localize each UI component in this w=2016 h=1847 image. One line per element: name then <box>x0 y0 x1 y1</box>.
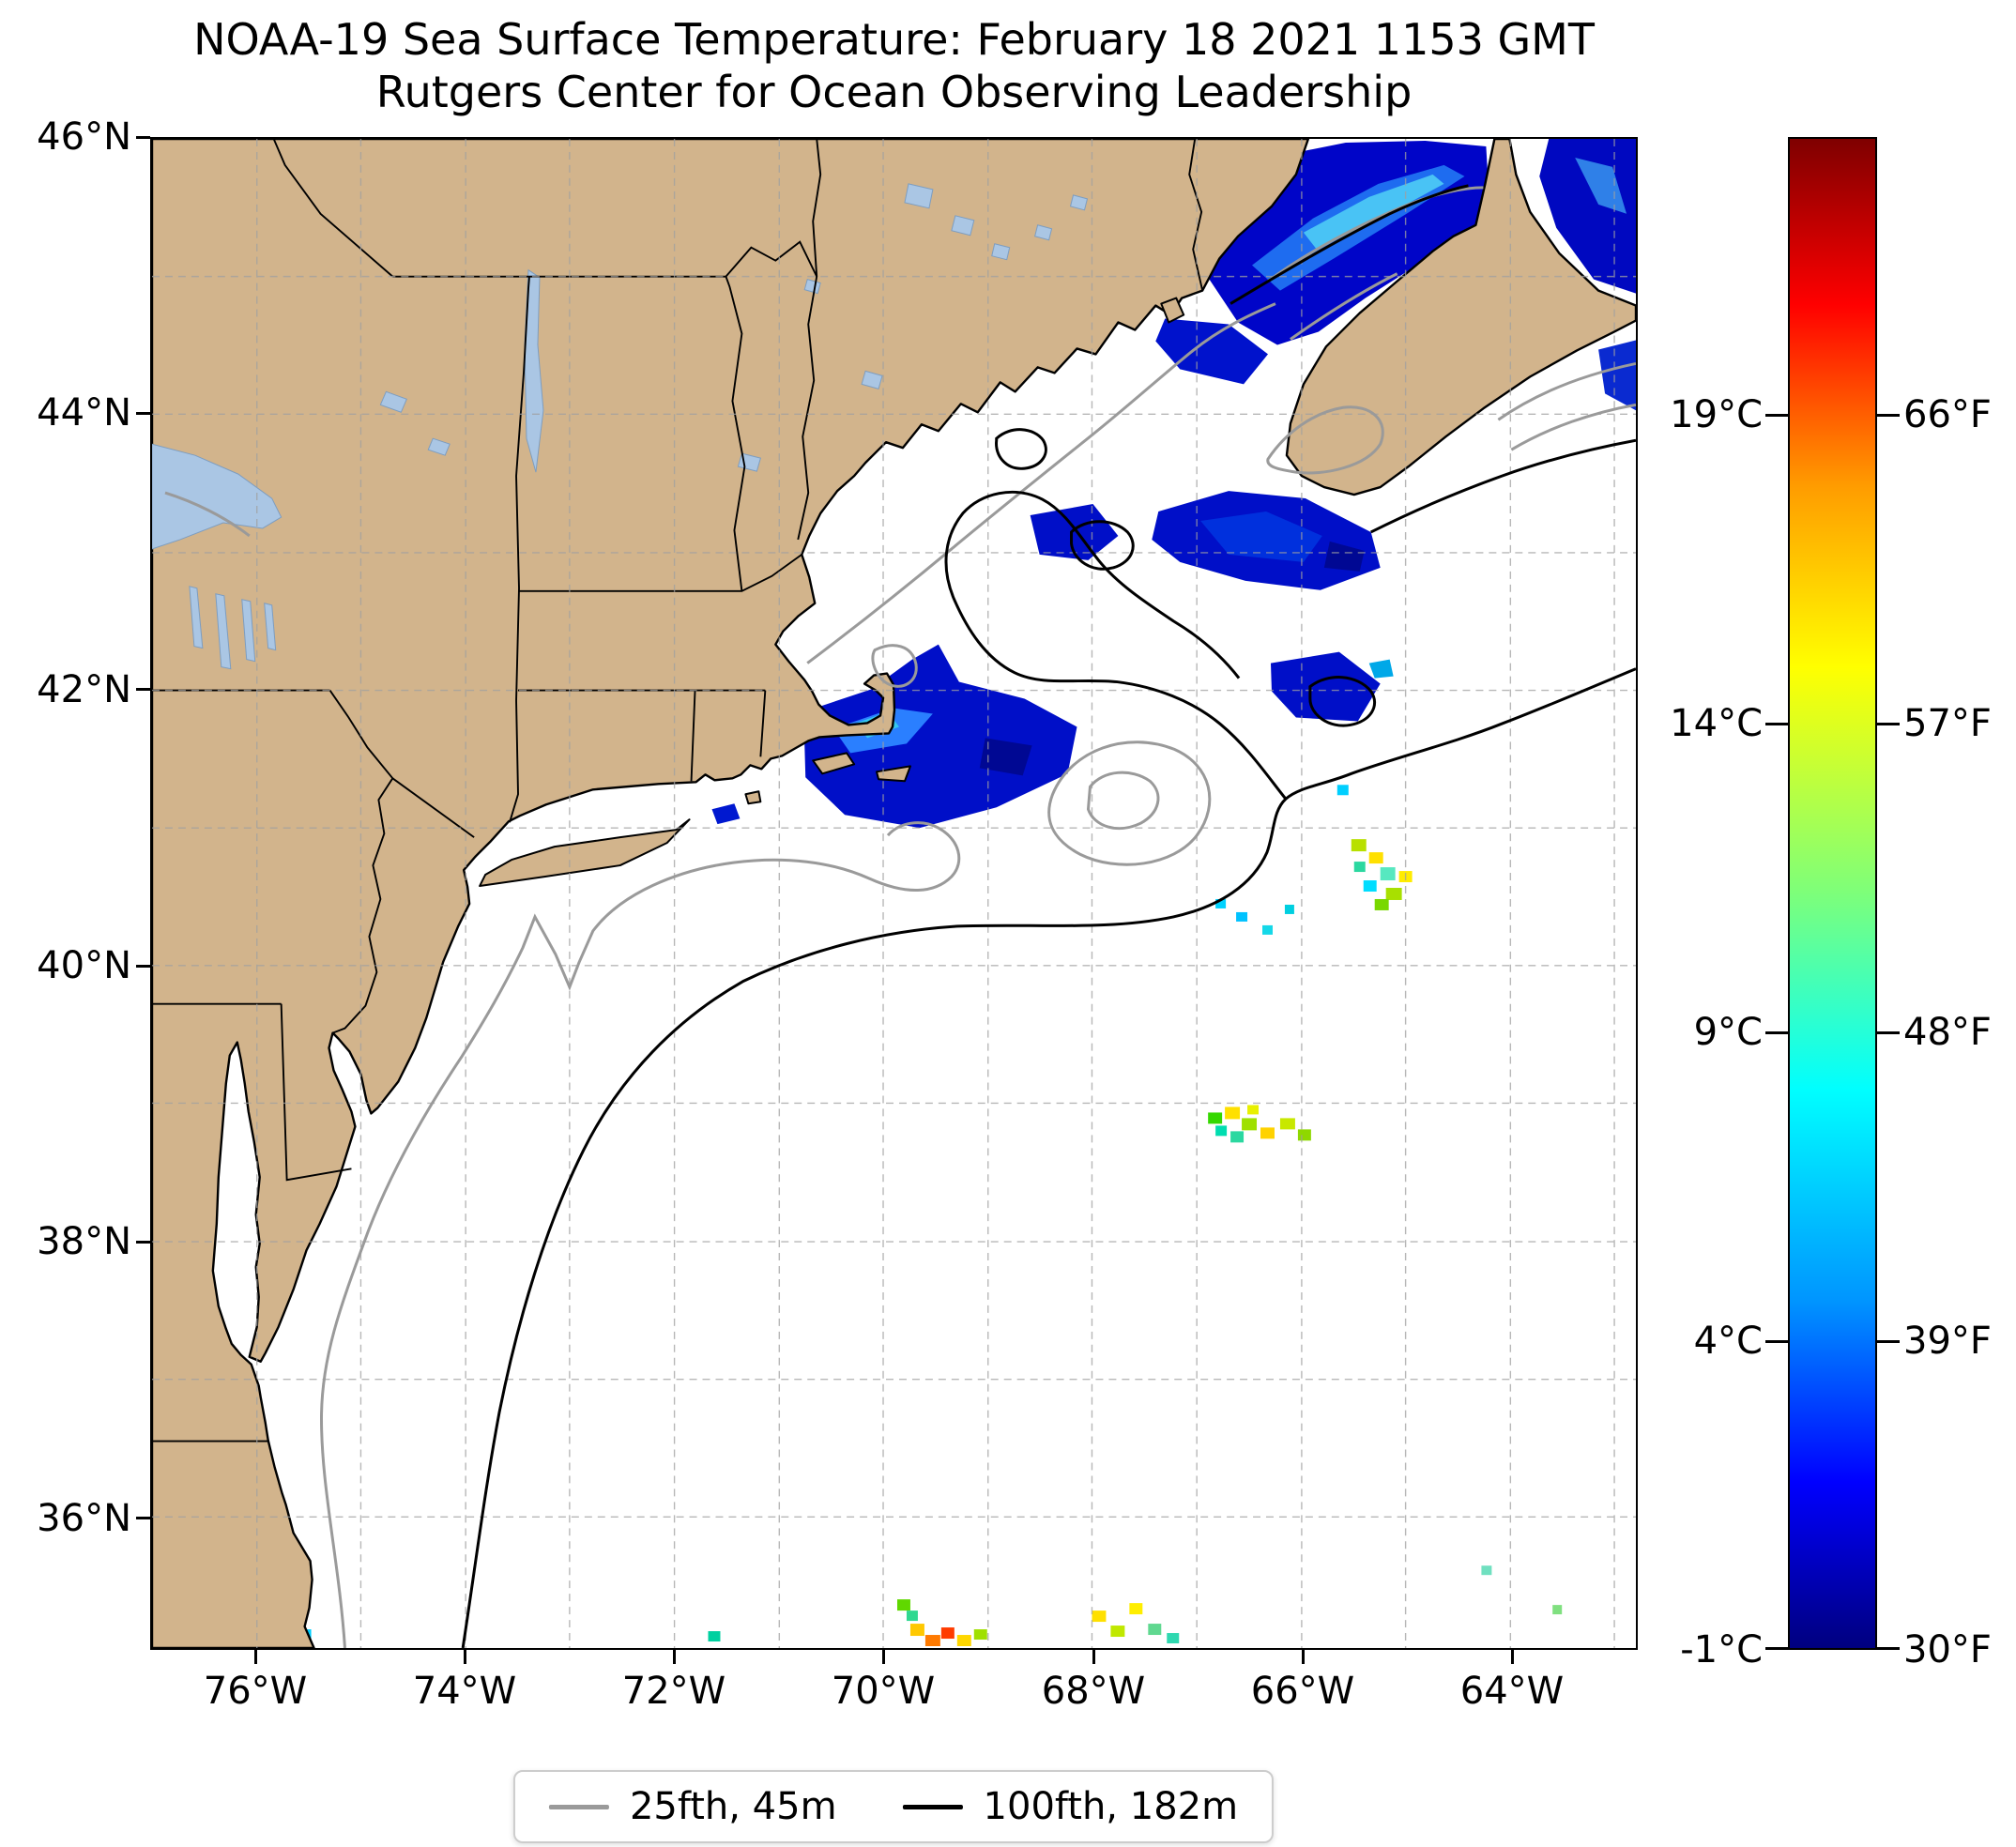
marthas-vineyard <box>812 752 856 775</box>
small-lake <box>1034 224 1053 241</box>
x-tick-mark <box>254 1650 257 1664</box>
finger-lake <box>215 593 232 670</box>
contour-182m-line-sample <box>902 1804 963 1809</box>
small-lake <box>861 370 883 389</box>
colorbar-celsius-label: -1°C <box>1680 1628 1763 1671</box>
colorbar-celsius-label: 4°C <box>1693 1320 1763 1363</box>
colorbar-tick-mark <box>1875 414 1900 417</box>
y-tick-label: 42°N <box>37 668 131 711</box>
finger-lake <box>264 603 277 651</box>
continent-landmass <box>152 139 1310 1648</box>
x-tick-label: 66°W <box>1250 1670 1355 1713</box>
y-tick-label: 44°N <box>37 391 131 435</box>
legend-entry-45m: 25fth, 45m <box>548 1785 837 1828</box>
colorbar-tick-mark <box>1765 1340 1790 1343</box>
colorbar-tick-mark <box>1765 414 1790 417</box>
colorbar-fahrenheit-label: 57°F <box>1903 702 1992 745</box>
y-tick-label: 36°N <box>37 1497 131 1540</box>
colorbar-fahrenheit-label: 48°F <box>1903 1011 1992 1054</box>
x-tick-mark <box>673 1650 676 1664</box>
plot-title: NOAA-19 Sea Surface Temperature: Februar… <box>150 13 1638 118</box>
block-island <box>744 790 762 805</box>
nova-scotia-landmass <box>1285 139 1636 496</box>
bathymetry-182m-contours <box>461 184 1636 1648</box>
y-tick-mark <box>136 136 150 139</box>
y-tick-mark <box>136 965 150 968</box>
land-layer <box>152 139 1636 1648</box>
colorbar-tick-mark <box>1765 1031 1790 1034</box>
colorbar-celsius-label: 19°C <box>1670 393 1763 436</box>
colorbar-tick-mark <box>1765 723 1790 725</box>
small-lake <box>904 183 934 209</box>
title-line1: NOAA-19 Sea Surface Temperature: Februar… <box>193 14 1595 65</box>
colorbar-tick-mark <box>1875 1647 1900 1650</box>
x-tick-mark <box>882 1650 885 1664</box>
colorbar-celsius-label: 9°C <box>1693 1011 1763 1054</box>
y-tick-label: 40°N <box>37 944 131 987</box>
y-tick-mark <box>136 1517 150 1519</box>
small-lake <box>1069 194 1089 211</box>
small-lake <box>991 243 1011 261</box>
map-canvas <box>152 139 1636 1648</box>
colorbar-tick-mark <box>1875 1340 1900 1343</box>
x-tick-label: 64°W <box>1459 1670 1565 1713</box>
y-tick-label: 38°N <box>37 1220 131 1263</box>
finger-lake <box>189 586 204 649</box>
x-tick-mark <box>1302 1650 1305 1664</box>
colorbar-fahrenheit-label: 66°F <box>1903 393 1992 436</box>
y-tick-mark <box>136 1241 150 1244</box>
temperature-colorbar <box>1788 137 1877 1650</box>
title-line2: Rutgers Center for Ocean Observing Leade… <box>375 67 1413 117</box>
x-tick-mark <box>464 1650 466 1664</box>
x-tick-label: 76°W <box>203 1670 308 1713</box>
lake-ontario <box>152 443 283 550</box>
y-tick-mark <box>136 688 150 691</box>
legend-label-182m: 100fth, 182m <box>983 1785 1239 1828</box>
lakes-layer <box>152 183 1089 670</box>
y-tick-label: 46°N <box>37 115 131 159</box>
x-tick-label: 70°W <box>831 1670 936 1713</box>
legend-entry-182m: 100fth, 182m <box>902 1785 1239 1828</box>
small-lake <box>379 390 407 413</box>
long-island <box>479 818 691 888</box>
small-lake <box>951 215 975 237</box>
finger-lake <box>241 599 256 663</box>
legend-label-45m: 25fth, 45m <box>629 1785 837 1828</box>
nantucket-island <box>876 765 911 783</box>
colorbar-tick-mark <box>1765 1647 1790 1650</box>
x-tick-label: 68°W <box>1041 1670 1146 1713</box>
x-tick-mark <box>1092 1650 1095 1664</box>
colorbar-tick-mark <box>1875 1031 1900 1034</box>
colorbar-fahrenheit-label: 39°F <box>1903 1320 1992 1363</box>
x-tick-mark <box>1511 1650 1514 1664</box>
colorbar-fahrenheit-label: 30°F <box>1903 1628 1992 1671</box>
graticule-layer <box>152 139 1636 1648</box>
x-tick-label: 72°W <box>621 1670 726 1713</box>
legend: 25fth, 45m 100fth, 182m <box>512 1770 1275 1843</box>
contour-45m-line-sample <box>548 1804 609 1809</box>
colorbar-tick-mark <box>1875 723 1900 725</box>
map-plot-area <box>150 137 1638 1650</box>
x-tick-label: 74°W <box>412 1670 517 1713</box>
grand-manan-island <box>1160 297 1185 324</box>
colorbar-celsius-label: 14°C <box>1670 702 1763 745</box>
small-lake <box>427 437 451 456</box>
y-tick-mark <box>136 412 150 415</box>
